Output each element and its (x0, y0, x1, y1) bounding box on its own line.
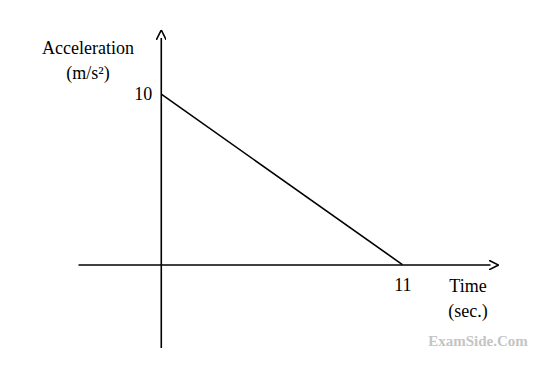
y-axis-title-line: Acceleration (42, 38, 134, 58)
x-axis-line (79, 264, 491, 266)
y-axis-title-line: (m/s²) (66, 63, 109, 84)
plot-area (161, 94, 402, 264)
x-axis-title-line: Time (449, 276, 486, 296)
x-axis: 11 (79, 265, 491, 296)
y-axis-title: Acceleration (m/s²) (42, 38, 134, 84)
watermark: ExamSide.Com (428, 333, 528, 349)
x-tick: 11 (394, 265, 411, 296)
chart: 11 10 Acceleration (m/s²) Time (sec.) ExamSide… (0, 0, 558, 392)
data-line (161, 94, 402, 264)
y-axis-line (160, 38, 162, 348)
x-tick-label: 11 (394, 275, 411, 295)
y-axis: 10 (134, 38, 161, 348)
x-axis-title-line: (sec.) (448, 301, 487, 322)
x-axis-title: Time (sec.) (448, 276, 487, 322)
y-tick: 10 (134, 84, 161, 104)
y-tick-label: 10 (134, 84, 152, 104)
